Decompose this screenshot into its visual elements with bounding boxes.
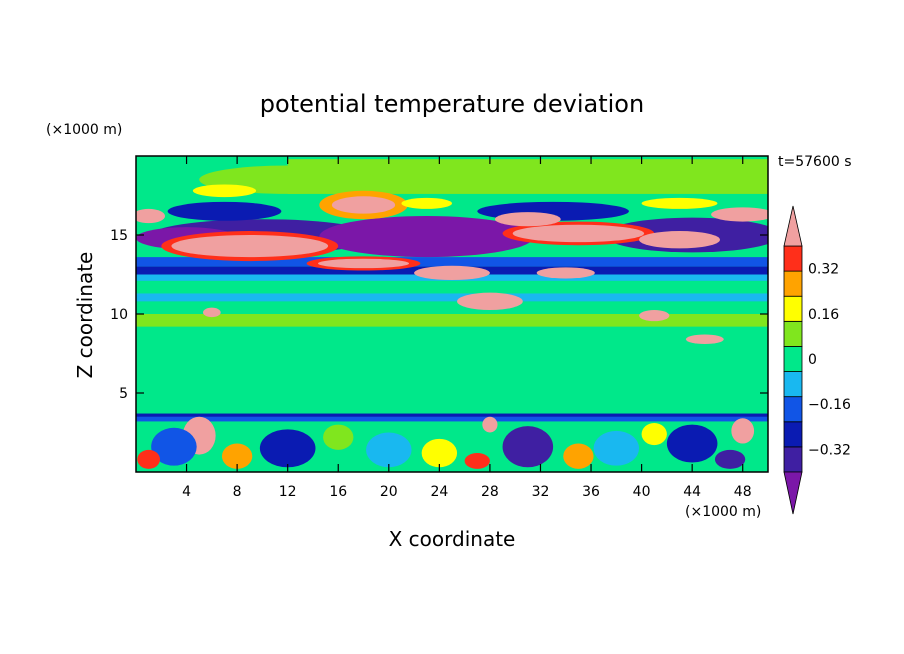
contour-blob — [641, 197, 718, 209]
contour-blob — [323, 424, 354, 450]
colorbar-extend-min — [783, 471, 803, 515]
x-tick-label: 40 — [633, 484, 651, 500]
contour-features — [136, 159, 768, 469]
contour-band — [136, 415, 768, 422]
colorbar-box — [783, 270, 803, 297]
contour-band — [136, 257, 768, 267]
contour-blob — [502, 426, 554, 468]
y-axis-label: Z coordinate — [73, 252, 97, 379]
contour-blob — [512, 224, 645, 243]
contour-blob — [167, 201, 282, 221]
colorbar-labels: 0.32 0.16 0 −0.16 −0.32 — [808, 262, 851, 459]
contour-blob — [593, 430, 640, 466]
x-tick-label: 32 — [532, 484, 550, 500]
contour-blob — [563, 443, 594, 469]
colorbar-tick-label: −0.16 — [808, 397, 851, 413]
contour-blob — [259, 429, 316, 468]
x-tick-label: 12 — [279, 484, 297, 500]
x-axis-label: X coordinate — [389, 527, 516, 551]
x-unit-label: (×1000 m) — [685, 504, 761, 520]
contour-blob — [536, 267, 595, 279]
x-tick-label: 8 — [233, 484, 242, 500]
colorbar-box — [783, 396, 803, 423]
colorbar-tick-label: 0 — [808, 352, 817, 368]
contour-blob — [221, 443, 253, 469]
contour-blob — [366, 432, 412, 468]
contour-blob — [319, 216, 535, 258]
x-tick-label: 20 — [380, 484, 398, 500]
x-tick-label: 44 — [683, 484, 701, 500]
contour-blob — [318, 258, 410, 269]
x-tick-label: 24 — [430, 484, 448, 500]
y-tick-label: 5 — [119, 386, 128, 402]
time-label: t=57600 s — [778, 154, 852, 170]
contour-blob — [331, 196, 396, 214]
contour-blob — [714, 449, 746, 469]
colorbar-box — [783, 245, 803, 272]
contour-blob — [202, 307, 221, 318]
colorbar-tick-label: −0.32 — [808, 442, 851, 458]
chart-title: potential temperature deviation — [260, 90, 644, 118]
contour-blob — [494, 212, 561, 227]
contour-blob — [482, 416, 498, 433]
colorbar-tick-label: 0.32 — [808, 262, 839, 278]
contour-blob — [457, 292, 523, 311]
plot-area — [136, 156, 768, 472]
colorbar — [783, 205, 803, 515]
x-axis-ticks: 4 8 12 16 20 24 28 32 36 40 44 48 — [182, 156, 752, 500]
colorbar-extend-max — [783, 205, 803, 247]
contour-blob — [639, 231, 720, 249]
y-tick-label: 10 — [110, 307, 128, 323]
contour-blob — [685, 334, 724, 345]
contour-band — [136, 314, 768, 327]
contour-band — [136, 413, 768, 417]
colorbar-box — [783, 295, 803, 322]
x-tick-label: 16 — [329, 484, 347, 500]
contour-blob — [421, 438, 458, 468]
contour-blob — [414, 265, 490, 281]
contour-blob — [192, 184, 257, 198]
contour-blob — [151, 427, 197, 466]
colorbar-tick-label: 0.16 — [808, 307, 839, 323]
colorbar-box — [783, 346, 803, 372]
contour-blob — [171, 235, 329, 258]
contour-blob — [731, 418, 755, 444]
contour-blob — [136, 208, 166, 224]
contour-blob — [464, 453, 490, 469]
contour-band — [136, 293, 768, 302]
x-tick-label: 36 — [582, 484, 600, 500]
contour-blob — [137, 449, 161, 469]
contour-blob — [666, 424, 718, 463]
x-tick-label: 28 — [481, 484, 499, 500]
y-unit-label: (×1000 m) — [46, 122, 122, 138]
colorbar-box — [783, 371, 803, 398]
x-tick-label: 48 — [734, 484, 752, 500]
contour-blob — [641, 423, 667, 446]
x-tick-label: 4 — [182, 484, 191, 500]
colorbar-box — [783, 446, 803, 473]
y-axis-ticks: 5 10 15 — [110, 228, 768, 402]
y-tick-label: 15 — [110, 228, 128, 244]
contour-blob — [711, 207, 768, 222]
contour-blob — [639, 310, 670, 322]
colorbar-box — [783, 421, 803, 448]
colorbar-box — [783, 320, 803, 347]
contour-blob — [401, 197, 452, 209]
